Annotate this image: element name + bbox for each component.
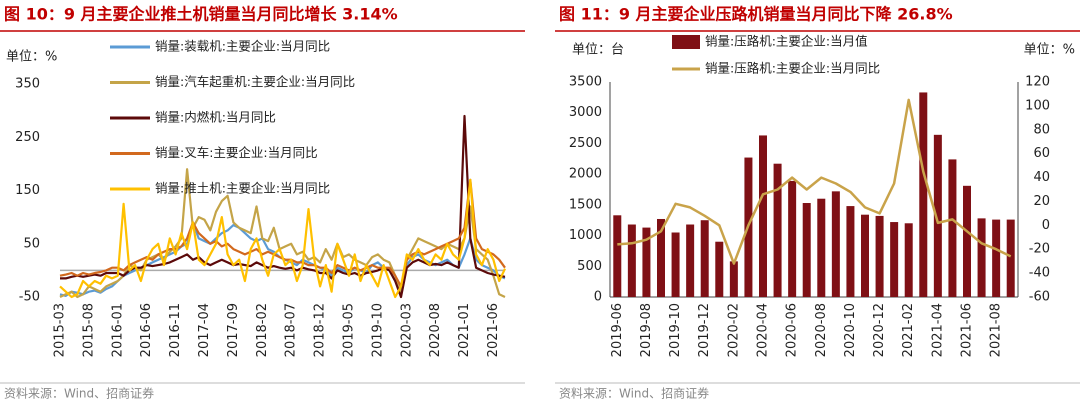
bar xyxy=(861,214,869,297)
x-tick-label: 2020-08 xyxy=(428,303,443,357)
x-tick-label: 2021-06 xyxy=(960,303,975,357)
y-tick-label: -20 xyxy=(1029,242,1050,257)
bar xyxy=(802,203,811,297)
legend-label: 销量:叉车:主要企业:当月同比 xyxy=(155,145,318,160)
x-tick-label: 2018-02 xyxy=(255,303,270,357)
y-tick-label: 2500 xyxy=(569,136,602,151)
x-tick-label: 2016-01 xyxy=(110,303,125,357)
y-tick-label: -40 xyxy=(1029,266,1050,281)
bar xyxy=(948,159,957,297)
y-tick-label: -50 xyxy=(19,290,40,305)
bar xyxy=(686,224,695,297)
series-line xyxy=(617,98,1012,265)
series-line xyxy=(59,178,506,299)
y-tick-label: 250 xyxy=(15,130,40,145)
x-tick-label: 2020-04 xyxy=(756,303,771,357)
x-tick-label: 2019-08 xyxy=(639,303,654,357)
bar xyxy=(919,92,928,297)
x-tick-label: 2019-05 xyxy=(341,303,356,357)
x-tick-label: 2019-10 xyxy=(370,303,385,357)
bar xyxy=(817,198,826,297)
y-tick-label: 3500 xyxy=(569,75,602,90)
bar xyxy=(933,134,942,297)
bar xyxy=(904,223,913,297)
bar xyxy=(759,135,767,297)
y-tick-label: 120 xyxy=(1025,75,1050,90)
unit-label: 单位：% xyxy=(1024,43,1075,58)
x-tick-label: 2016-11 xyxy=(168,303,183,357)
x-tick-label: 2016-06 xyxy=(139,303,154,357)
x-tick-label: 2019-10 xyxy=(668,303,683,357)
y-tick-label: 20 xyxy=(1033,194,1050,209)
x-tick-label: 2021-06 xyxy=(486,303,501,357)
y-tick-label: 40 xyxy=(1033,170,1050,185)
unit-label: 单位：台 xyxy=(572,43,624,58)
y-tick-label: 50 xyxy=(23,236,40,251)
y-tick-label: 150 xyxy=(15,183,40,198)
x-tick-label: 2019-06 xyxy=(610,303,625,357)
legend-label: 销量:压路机:主要企业:当月同比 xyxy=(705,61,880,76)
bar xyxy=(1006,219,1015,297)
legend-swatch xyxy=(672,35,700,49)
x-tick-label: 2020-03 xyxy=(399,303,414,357)
x-tick-label: 2015-08 xyxy=(81,303,96,357)
y-tick-label: 500 xyxy=(577,259,602,274)
y-tick-label: 2000 xyxy=(569,167,602,182)
y-tick-label: 0 xyxy=(594,290,602,305)
y-tick-label: 60 xyxy=(1033,146,1050,161)
legend-label: 销量:汽车起重机:主要企业:当月同比 xyxy=(155,74,355,89)
x-tick-label: 2017-09 xyxy=(226,303,241,357)
x-tick-label: 2020-02 xyxy=(726,303,741,357)
x-tick-label: 2018-12 xyxy=(313,303,328,357)
x-tick-label: 2019-12 xyxy=(697,303,712,357)
legend-label: 销量:推土机:主要企业:当月同比 xyxy=(155,181,330,196)
bar xyxy=(715,241,724,297)
y-tick-label: 0 xyxy=(1042,218,1050,233)
bar xyxy=(613,215,622,297)
source: 资料来源：Wind、招商证券 xyxy=(559,386,709,401)
legend-label: 销量:内燃机:当月同比 xyxy=(155,110,276,125)
bar xyxy=(729,261,738,297)
chart-title: 图 10：9 月主要企业推土机销量当月同比增长 3.14% xyxy=(4,5,398,24)
bar xyxy=(890,222,899,297)
y-tick-label: 350 xyxy=(15,77,40,92)
x-tick-label: 2020-12 xyxy=(872,303,887,357)
x-tick-label: 2020-10 xyxy=(843,303,858,357)
y-tick-label: 1500 xyxy=(569,197,602,212)
x-tick-label: 2017-04 xyxy=(197,303,212,357)
bar xyxy=(977,218,986,297)
bar xyxy=(846,206,855,297)
y-tick-label: 1000 xyxy=(569,228,602,243)
unit-label: 单位：% xyxy=(6,50,57,65)
bar xyxy=(831,191,840,297)
bar xyxy=(992,219,1001,297)
bar xyxy=(657,218,665,297)
chart-title: 图 11：9 月主要企业压路机销量当月同比下降 26.8% xyxy=(559,5,953,24)
bar xyxy=(875,215,884,297)
y-tick-label: 100 xyxy=(1025,98,1050,113)
y-tick-label: 3000 xyxy=(569,105,602,120)
y-tick-label: -60 xyxy=(1029,290,1050,305)
bar xyxy=(700,220,709,297)
bar xyxy=(963,185,971,297)
x-tick-label: 2015-03 xyxy=(53,303,68,357)
x-tick-label: 2020-06 xyxy=(785,303,800,357)
legend-label: 销量:压路机:主要企业:当月值 xyxy=(705,34,868,49)
x-tick-label: 2021-01 xyxy=(457,303,472,357)
bar xyxy=(671,232,680,297)
x-tick-label: 2020-08 xyxy=(814,303,829,357)
bar xyxy=(773,163,782,297)
bar xyxy=(642,227,651,297)
bar xyxy=(788,180,797,297)
x-tick-label: 2018-07 xyxy=(284,303,299,357)
x-tick-label: 2021-08 xyxy=(989,303,1004,357)
x-tick-label: 2021-04 xyxy=(930,303,945,357)
source: 资料来源：Wind、招商证券 xyxy=(4,386,154,401)
x-tick-label: 2021-02 xyxy=(901,303,916,357)
legend-label: 销量:装载机:主要企业:当月同比 xyxy=(155,39,330,54)
y-tick-label: 80 xyxy=(1033,122,1050,137)
bar xyxy=(627,224,636,297)
